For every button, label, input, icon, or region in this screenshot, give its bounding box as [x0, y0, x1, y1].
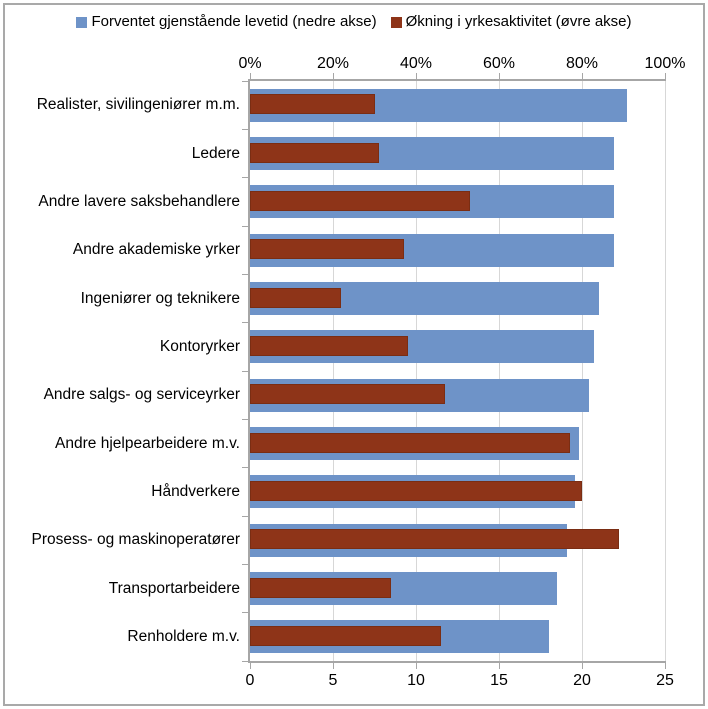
top-axis-tick-label: 100%: [644, 55, 686, 72]
top-axis-tick-label: 0%: [238, 55, 262, 72]
category-axis-tick: [242, 370, 248, 372]
category-label: Transportarbeidere: [108, 579, 240, 597]
category-label: Andre lavere saksbehandlere: [38, 192, 240, 210]
top-axis-tick: [249, 73, 251, 79]
category-label: Renholdere m.v.: [127, 627, 240, 645]
category-axis-tick: [242, 563, 248, 565]
top-axis-tick-label: 80%: [565, 55, 599, 72]
category-axis-tick: [242, 660, 248, 662]
gridline: [498, 81, 500, 661]
bar-okning: [250, 239, 404, 260]
bottom-axis-tick-label: 20: [573, 672, 591, 689]
category-label: Andre salgs- og serviceyrker: [43, 386, 240, 404]
bar-okning: [250, 577, 392, 598]
top-axis-tick: [415, 73, 417, 79]
top-axis-tick: [332, 73, 334, 79]
category-axis-tick: [242, 177, 248, 179]
top-axis-tick-label: 60%: [482, 55, 516, 72]
category-axis-tick: [242, 273, 248, 275]
legend-swatch-levetid: [76, 16, 88, 28]
bottom-axis-line: [248, 661, 666, 663]
category-axis-tick: [242, 418, 248, 420]
bar-okning: [250, 432, 570, 453]
top-axis-tick: [581, 73, 583, 79]
legend-swatch-okning: [390, 16, 402, 28]
bottom-axis-tick-label: 25: [656, 672, 674, 689]
bar-okning: [250, 335, 408, 356]
bar-okning: [250, 94, 375, 115]
top-axis-tick: [664, 73, 666, 79]
category-axis-tick: [242, 612, 248, 614]
category-label: Andre akademiske yrker: [72, 241, 240, 259]
category-label: Ingeniører og teknikere: [80, 289, 240, 307]
legend-label-levetid: Forventet gjenstående levetid (nedre aks…: [91, 13, 377, 30]
bar-okning: [250, 480, 582, 501]
bottom-axis-tick-label: 15: [490, 672, 508, 689]
top-axis-line: [248, 79, 666, 81]
category-axis-tick: [242, 80, 248, 82]
bottom-axis-tick: [664, 663, 666, 669]
category-axis-line: [248, 79, 250, 663]
bottom-axis-tick: [498, 663, 500, 669]
category-axis-tick: [242, 515, 248, 517]
category-label: Prosess- og maskinoperatører: [31, 531, 240, 549]
bottom-axis-tick: [415, 663, 417, 669]
category-axis-tick: [242, 467, 248, 469]
top-axis-tick: [498, 73, 500, 79]
bottom-axis-tick: [332, 663, 334, 669]
gridline: [581, 81, 583, 661]
category-label: Kontoryrker: [159, 337, 240, 355]
top-axis-tick-label: 20%: [316, 55, 350, 72]
category-axis-tick: [242, 322, 248, 324]
category-axis-tick: [242, 128, 248, 130]
category-label: Håndverkere: [151, 482, 240, 500]
legend-item-okning: Økning i yrkesaktivitet (øvre akse): [390, 13, 632, 31]
gridline: [332, 81, 334, 661]
bar-okning: [250, 529, 620, 550]
bar-okning: [250, 625, 441, 646]
category-label: Ledere: [191, 144, 240, 162]
bar-okning: [250, 190, 470, 211]
bottom-axis-tick-label: 10: [407, 672, 425, 689]
bottom-axis-tick-label: 5: [328, 672, 338, 689]
gridline: [664, 81, 666, 661]
top-axis-tick-label: 40%: [399, 55, 433, 72]
category-label: Andre hjelpearbeidere m.v.: [55, 434, 240, 452]
bar-okning: [250, 142, 379, 163]
bottom-axis-tick: [249, 663, 251, 669]
bar-okning: [250, 384, 446, 405]
legend-label-okning: Økning i yrkesaktivitet (øvre akse): [405, 13, 632, 30]
gridline: [415, 81, 417, 661]
category-label: Realister, sivilingeniører m.m.: [36, 96, 240, 114]
bottom-axis-tick: [581, 663, 583, 669]
bottom-axis-tick-label: 0: [245, 672, 255, 689]
bar-okning: [250, 287, 342, 308]
legend-item-levetid: Forventet gjenstående levetid (nedre aks…: [76, 13, 377, 31]
category-axis-tick: [242, 225, 248, 227]
legend: Forventet gjenstående levetid (nedre aks…: [0, 13, 708, 31]
